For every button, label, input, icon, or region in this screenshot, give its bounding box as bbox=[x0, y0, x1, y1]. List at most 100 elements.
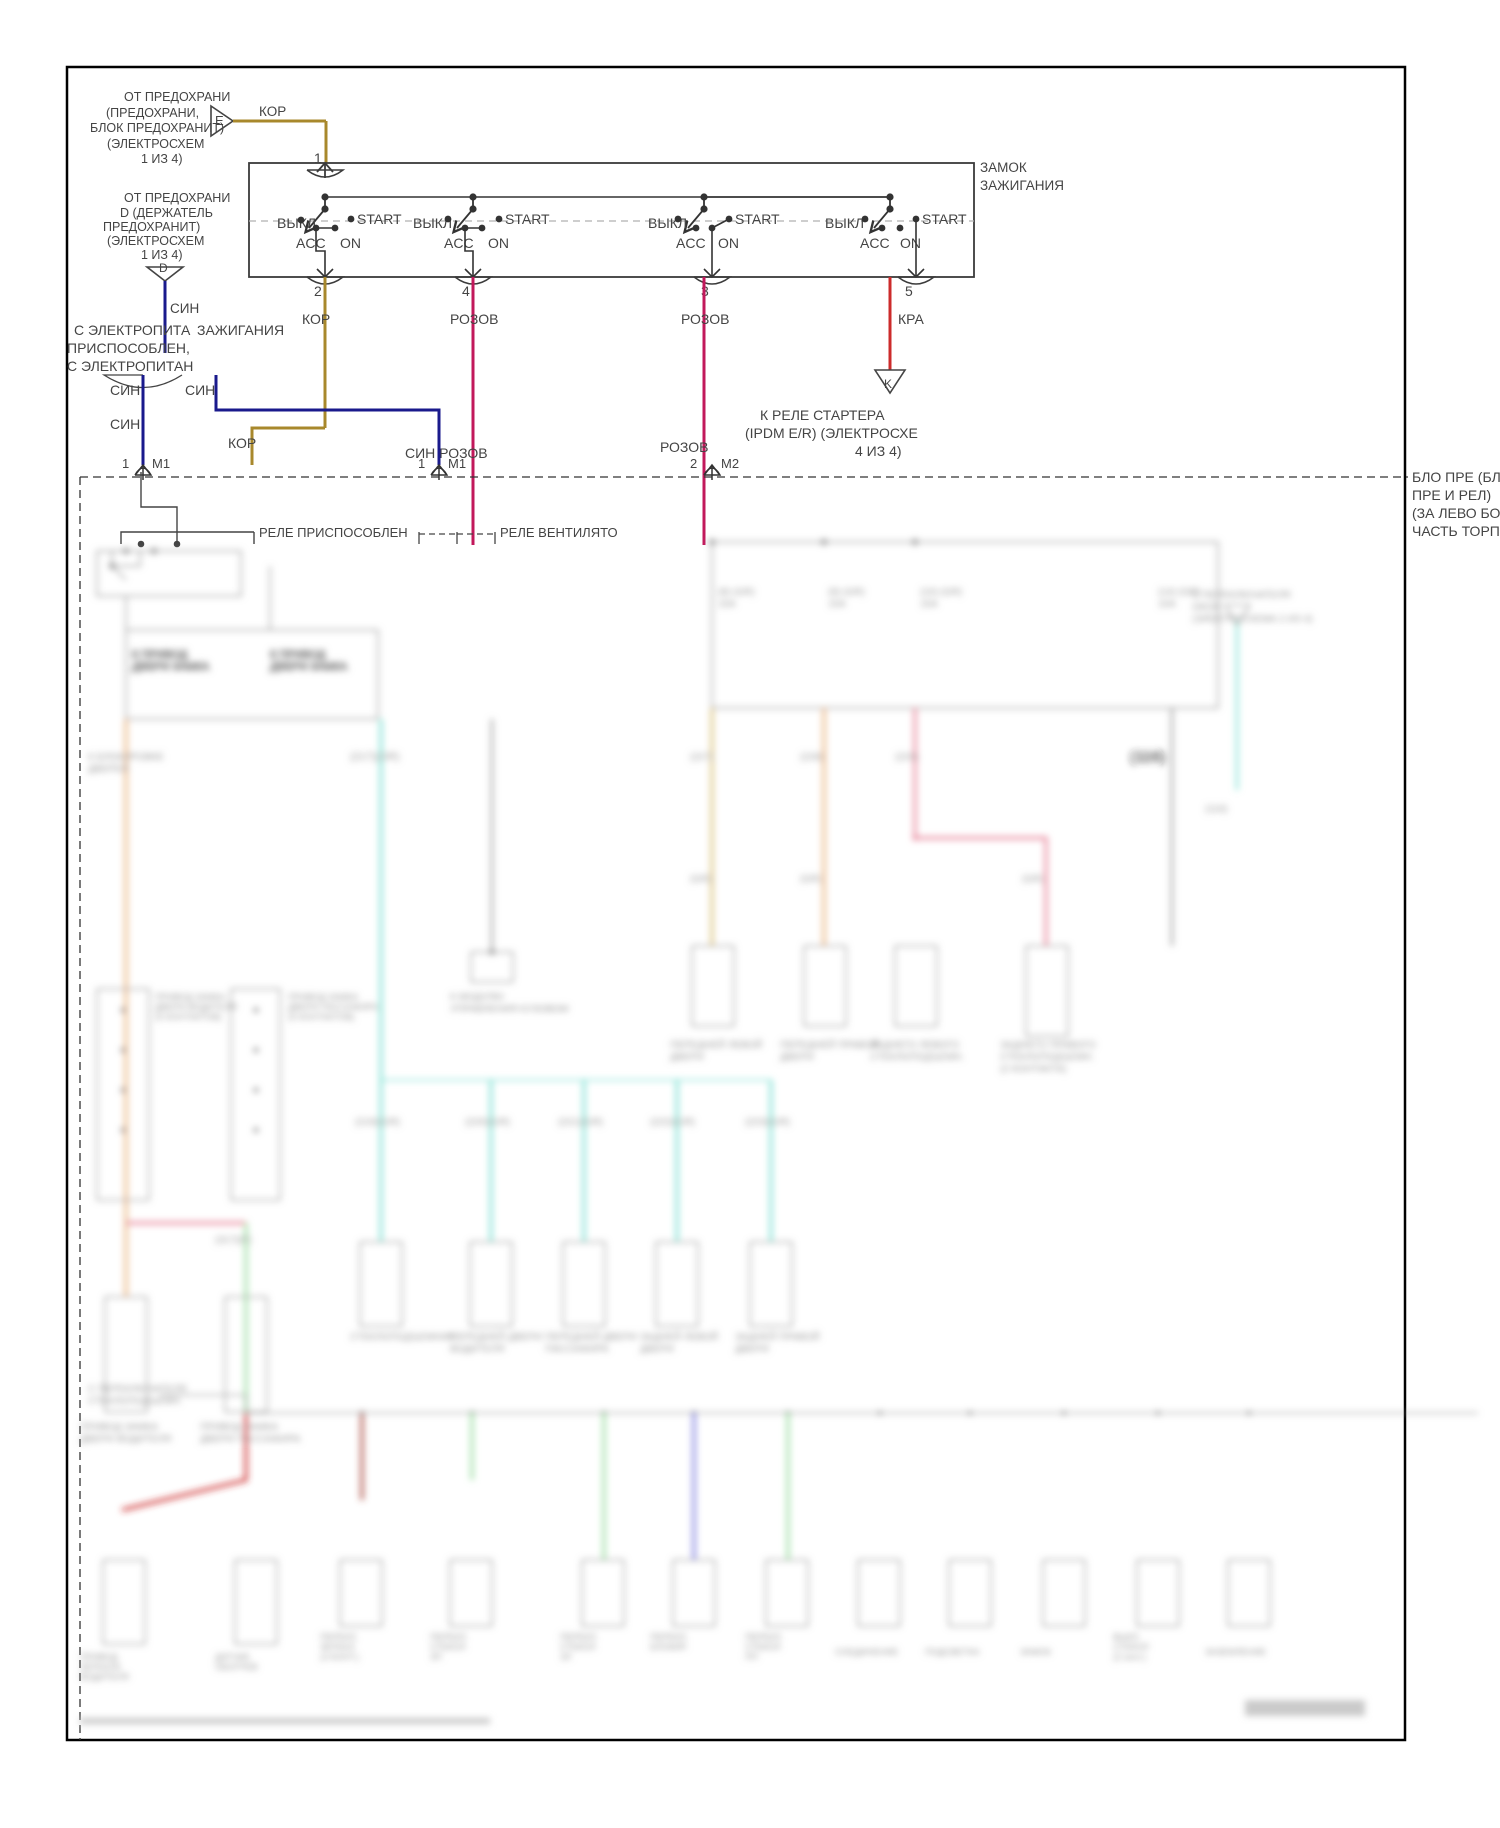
svg-text:БЛОК ПРЕДОХРАНИТ): БЛОК ПРЕДОХРАНИТ) bbox=[90, 121, 224, 135]
svg-text:(ЭЛЕКТРОСХЕМА 2 ИЗ 4): (ЭЛЕКТРОСХЕМА 2 ИЗ 4) bbox=[1192, 614, 1313, 625]
svg-text:ЗЕРКАЛ: ЗЕРКАЛ bbox=[320, 1642, 355, 1652]
svg-text:ДВЕРИ: ДВЕРИ bbox=[640, 1344, 674, 1355]
svg-text:СТЕКОЛ: СТЕКОЛ bbox=[1113, 1642, 1149, 1652]
svg-text:E: E bbox=[215, 113, 224, 128]
svg-text:ACC: ACC bbox=[676, 235, 706, 251]
svg-text:(227): (227) bbox=[690, 752, 713, 763]
svg-text:ON: ON bbox=[900, 235, 921, 251]
svg-text:РЕЛЕ ПРИСПОСОБЛЕН: РЕЛЕ ПРИСПОСОБЛЕН bbox=[259, 525, 408, 540]
svg-text:КОР: КОР bbox=[302, 311, 330, 327]
svg-text:(ПРЕДОХРАНИ,: (ПРЕДОХРАНИ, bbox=[106, 106, 199, 120]
svg-text:ДВЕРИ: ДВЕРИ bbox=[735, 1344, 769, 1355]
svg-text:(5 КОНТАКТОВ): (5 КОНТАКТОВ) bbox=[288, 1012, 355, 1022]
svg-text:СТЕКЛОПОДЪЕМН.: СТЕКЛОПОДЪЕМН. bbox=[1000, 1052, 1094, 1063]
svg-text:РЕЛЕ ВЕНТИЛЯТО: РЕЛЕ ВЕНТИЛЯТО bbox=[500, 525, 618, 540]
svg-text:2: 2 bbox=[314, 283, 322, 299]
svg-text:(223)(GR): (223)(GR) bbox=[745, 1117, 790, 1128]
svg-text:(9) (GR): (9) (GR) bbox=[828, 587, 865, 598]
svg-text:START: START bbox=[735, 211, 780, 227]
svg-text:КОР: КОР bbox=[259, 104, 286, 119]
svg-text:ЗАДНЕЙ ПРАВОЙ: ЗАДНЕЙ ПРАВОЙ bbox=[735, 1330, 820, 1343]
svg-text:ПЕРЕДНЕЙ ПРАВОЙ: ПЕРЕДНЕЙ ПРАВОЙ bbox=[780, 1038, 879, 1051]
svg-text:(ЗА ЛЕВО БОКОВ: (ЗА ЛЕВО БОКОВ bbox=[1412, 505, 1500, 521]
svg-text:УПРАВЛЕНИЯ КУЗОВОМ: УПРАВЛЕНИЯ КУЗОВОМ bbox=[450, 1004, 569, 1015]
svg-text:ДВЕРИ ПАССАЖИРА: ДВЕРИ ПАССАЖИРА bbox=[288, 1002, 378, 1012]
svg-text:(219)(GR): (219)(GR) bbox=[355, 1117, 400, 1128]
svg-text:(GR): (GR) bbox=[690, 874, 712, 885]
svg-text:1 ИЗ 4): 1 ИЗ 4) bbox=[141, 152, 183, 166]
svg-text:ПРИСПОСОБЛЕН,: ПРИСПОСОБЛЕН, bbox=[67, 340, 190, 356]
svg-text:ACC: ACC bbox=[444, 235, 474, 251]
svg-text:5: 5 bbox=[905, 283, 913, 299]
svg-text:ПАССАЖИРА: ПАССАЖИРА bbox=[545, 1344, 609, 1355]
svg-text:ЗЛ: ЗЛ bbox=[560, 1652, 571, 1662]
svg-text:ПЕРЕКЛ.: ПЕРЕКЛ. bbox=[650, 1632, 688, 1642]
svg-text:СОЕДИНЕНИЕ: СОЕДИНЕНИЕ bbox=[835, 1647, 898, 1657]
svg-text:(116): (116) bbox=[1205, 804, 1228, 815]
svg-text:ЗАМОК: ЗАМОК bbox=[980, 160, 1027, 175]
svg-text:СТЕКЛОПОДЪЕМН.: СТЕКЛОПОДЪЕМН. bbox=[88, 1396, 182, 1407]
svg-text:ПЕРЕКЛ.: ПЕРЕКЛ. bbox=[560, 1632, 598, 1642]
svg-text:ВОДИТЕЛЯ: ВОДИТЕЛЯ bbox=[450, 1344, 504, 1355]
svg-text:СИН: СИН bbox=[170, 301, 199, 316]
svg-text:ДВЕРИ ВОДИТЕЛЯ: ДВЕРИ ВОДИТЕЛЯ bbox=[155, 1002, 237, 1012]
svg-text:ПЕРЕКЛ.: ПЕРЕКЛ. bbox=[430, 1632, 468, 1642]
svg-text:ДВЕРЕЙ: ДВЕРЕЙ bbox=[88, 762, 129, 775]
svg-text:ПРИВОД ЗАМКА: ПРИВОД ЗАМКА bbox=[80, 1422, 158, 1433]
svg-text:КРА: КРА bbox=[898, 311, 925, 327]
svg-text:ПЕРЕДНЕЙ ЛЕВОЙ: ПЕРЕДНЕЙ ЛЕВОЙ bbox=[670, 1038, 762, 1051]
svg-text:M1: M1 bbox=[448, 456, 466, 471]
svg-text:ДВЕРИ ЗАМКА: ДВЕРИ ЗАМКА bbox=[132, 661, 210, 673]
svg-text:СТЕКОЛ: СТЕКОЛ bbox=[745, 1642, 781, 1652]
svg-text:(217)(GR): (217)(GR) bbox=[350, 751, 400, 763]
svg-text:ЗАДНЕГО ЛЕВОГО: ЗАДНЕГО ЛЕВОГО bbox=[870, 1040, 959, 1051]
svg-text:ВОДИТЕЛЯ: ВОДИТЕЛЯ bbox=[80, 1672, 129, 1682]
svg-text:СИН: СИН bbox=[110, 416, 140, 432]
svg-text:ACC: ACC bbox=[296, 235, 326, 251]
svg-text:ЗЕРКАЛА: ЗЕРКАЛА bbox=[80, 1662, 121, 1672]
svg-text:ЗАЖИГАНИЯ: ЗАЖИГАНИЯ bbox=[980, 178, 1064, 193]
svg-text:(221)(GR): (221)(GR) bbox=[558, 1117, 603, 1128]
svg-text:ОКОН: ОКОН bbox=[1192, 602, 1221, 613]
svg-text:ПП: ПП bbox=[745, 1652, 758, 1662]
svg-text:ПРИВОД ЗАМКА: ПРИВОД ЗАМКА bbox=[155, 992, 225, 1002]
svg-text:ACC: ACC bbox=[860, 235, 890, 251]
svg-text:(228): (228) bbox=[800, 752, 823, 763]
svg-text:К БЛОКИРОВКЕ: К БЛОКИРОВКЕ bbox=[88, 752, 164, 763]
svg-text:ДВЕРИ: ДВЕРИ bbox=[780, 1052, 814, 1063]
svg-text:ВЫКЛ: ВЫКЛ bbox=[648, 215, 687, 231]
svg-text:1: 1 bbox=[418, 456, 425, 471]
svg-text:M1: M1 bbox=[152, 456, 170, 471]
svg-text:4: 4 bbox=[462, 283, 470, 299]
svg-text:ON: ON bbox=[340, 235, 361, 251]
svg-text:ВЫКЛ.: ВЫКЛ. bbox=[1113, 1632, 1141, 1642]
svg-text:ЗАДНЕЙ ЛЕВОЙ: ЗАДНЕЙ ЛЕВОЙ bbox=[640, 1330, 718, 1343]
svg-text:БЛО ПРЕ (БЛО: БЛО ПРЕ (БЛО bbox=[1412, 469, 1500, 485]
svg-text:К ПРИВОД: К ПРИВОД bbox=[270, 649, 326, 661]
svg-text:ЗАЖИГАНИЯ: ЗАЖИГАНИЯ bbox=[197, 322, 284, 338]
svg-text:ON: ON bbox=[488, 235, 509, 251]
svg-text:ОТ ПРЕДОХРАНИ: ОТ ПРЕДОХРАНИ bbox=[124, 191, 230, 205]
svg-text:ПРИВОД: ПРИВОД bbox=[80, 1652, 118, 1662]
svg-text:1: 1 bbox=[122, 456, 129, 471]
svg-text:ЗАЗЕМЛЕНИЕ: ЗАЗЕМЛЕНИЕ bbox=[1205, 1647, 1266, 1657]
svg-text:ОБОГРЕВ: ОБОГРЕВ bbox=[215, 1662, 258, 1672]
svg-text:(ЭЛЕКТРОСХЕМ: (ЭЛЕКТРОСХЕМ bbox=[107, 234, 204, 248]
svg-text:ДВЕРИ ПАССАЖИРА: ДВЕРИ ПАССАЖИРА bbox=[200, 1434, 301, 1445]
svg-text:(229): (229) bbox=[895, 752, 918, 763]
svg-text:РОЗОВ: РОЗОВ bbox=[660, 439, 708, 455]
svg-text:РОЗОВ: РОЗОВ bbox=[681, 311, 729, 327]
svg-text:ОТ ПРЕДОХРАНИ: ОТ ПРЕДОХРАНИ bbox=[124, 90, 230, 104]
svg-text:КОР: КОР bbox=[228, 435, 256, 451]
svg-text:РОЗОВ: РОЗОВ bbox=[450, 311, 498, 327]
svg-text:ПРЕ И РЕЛ): ПРЕ И РЕЛ) bbox=[1412, 487, 1491, 503]
svg-text:(ЭЛЕКТРОСХЕМ: (ЭЛЕКТРОСХЕМ bbox=[107, 137, 204, 151]
svg-text:С ПЕРЕКЛЮЧАТЕЛЯ: С ПЕРЕКЛЮЧАТЕЛЯ bbox=[88, 1384, 186, 1395]
svg-text:1 ИЗ 4): 1 ИЗ 4) bbox=[141, 248, 183, 262]
svg-text:ДАТЧИК: ДАТЧИК bbox=[215, 1652, 250, 1662]
svg-text:ПРИВОД ЗАМКА: ПРИВОД ЗАМКА bbox=[200, 1422, 278, 1433]
svg-text:(IPDM E/R) (ЭЛЕКТРОСХЕ: (IPDM E/R) (ЭЛЕКТРОСХЕ bbox=[745, 425, 918, 441]
svg-text:(5 КОНТАКТОВ): (5 КОНТАКТОВ) bbox=[155, 1012, 222, 1022]
svg-text:СИН: СИН bbox=[110, 382, 140, 398]
svg-text:К МОДУЛЮ: К МОДУЛЮ bbox=[450, 992, 504, 1003]
